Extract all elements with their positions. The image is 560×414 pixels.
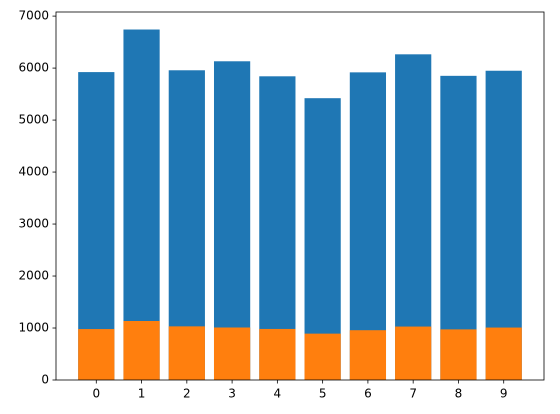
- y-tick-label: 1000: [18, 321, 49, 335]
- bar: [213, 61, 251, 381]
- bar: [395, 326, 432, 380]
- bar: [168, 326, 205, 380]
- y-tick-label: 6000: [18, 61, 49, 75]
- bar: [349, 72, 387, 381]
- bar: [123, 320, 160, 380]
- bar: [78, 329, 115, 380]
- x-tick-label: 9: [500, 387, 508, 401]
- y-tick-label: 7000: [18, 9, 49, 23]
- x-tick-label: 7: [409, 387, 417, 401]
- x-tick-label: 5: [319, 387, 327, 401]
- bar: [349, 330, 387, 380]
- y-tick-label: 0: [41, 373, 49, 387]
- x-tick-label: 8: [455, 387, 463, 401]
- y-tick-label: 3000: [18, 217, 49, 231]
- bar: [440, 329, 477, 380]
- x-tick-label: 2: [183, 387, 191, 401]
- bar: [304, 333, 341, 380]
- x-tick-label: 1: [138, 387, 146, 401]
- x-tick-label: 6: [364, 387, 372, 401]
- bar: [395, 54, 432, 380]
- x-tick-label: 4: [274, 387, 282, 401]
- bar: [259, 328, 296, 380]
- bar: [304, 98, 341, 380]
- axes-frame: [55, 11, 545, 381]
- x-tick-label: 3: [228, 387, 236, 401]
- bar: [485, 327, 522, 380]
- y-tick-label: 4000: [18, 165, 49, 179]
- y-tick-label: 2000: [18, 269, 49, 283]
- bar: [440, 75, 477, 380]
- y-tick-label: 5000: [18, 113, 49, 127]
- bar: [213, 327, 251, 380]
- x-tick-label: 0: [92, 387, 100, 401]
- bar: [78, 72, 115, 380]
